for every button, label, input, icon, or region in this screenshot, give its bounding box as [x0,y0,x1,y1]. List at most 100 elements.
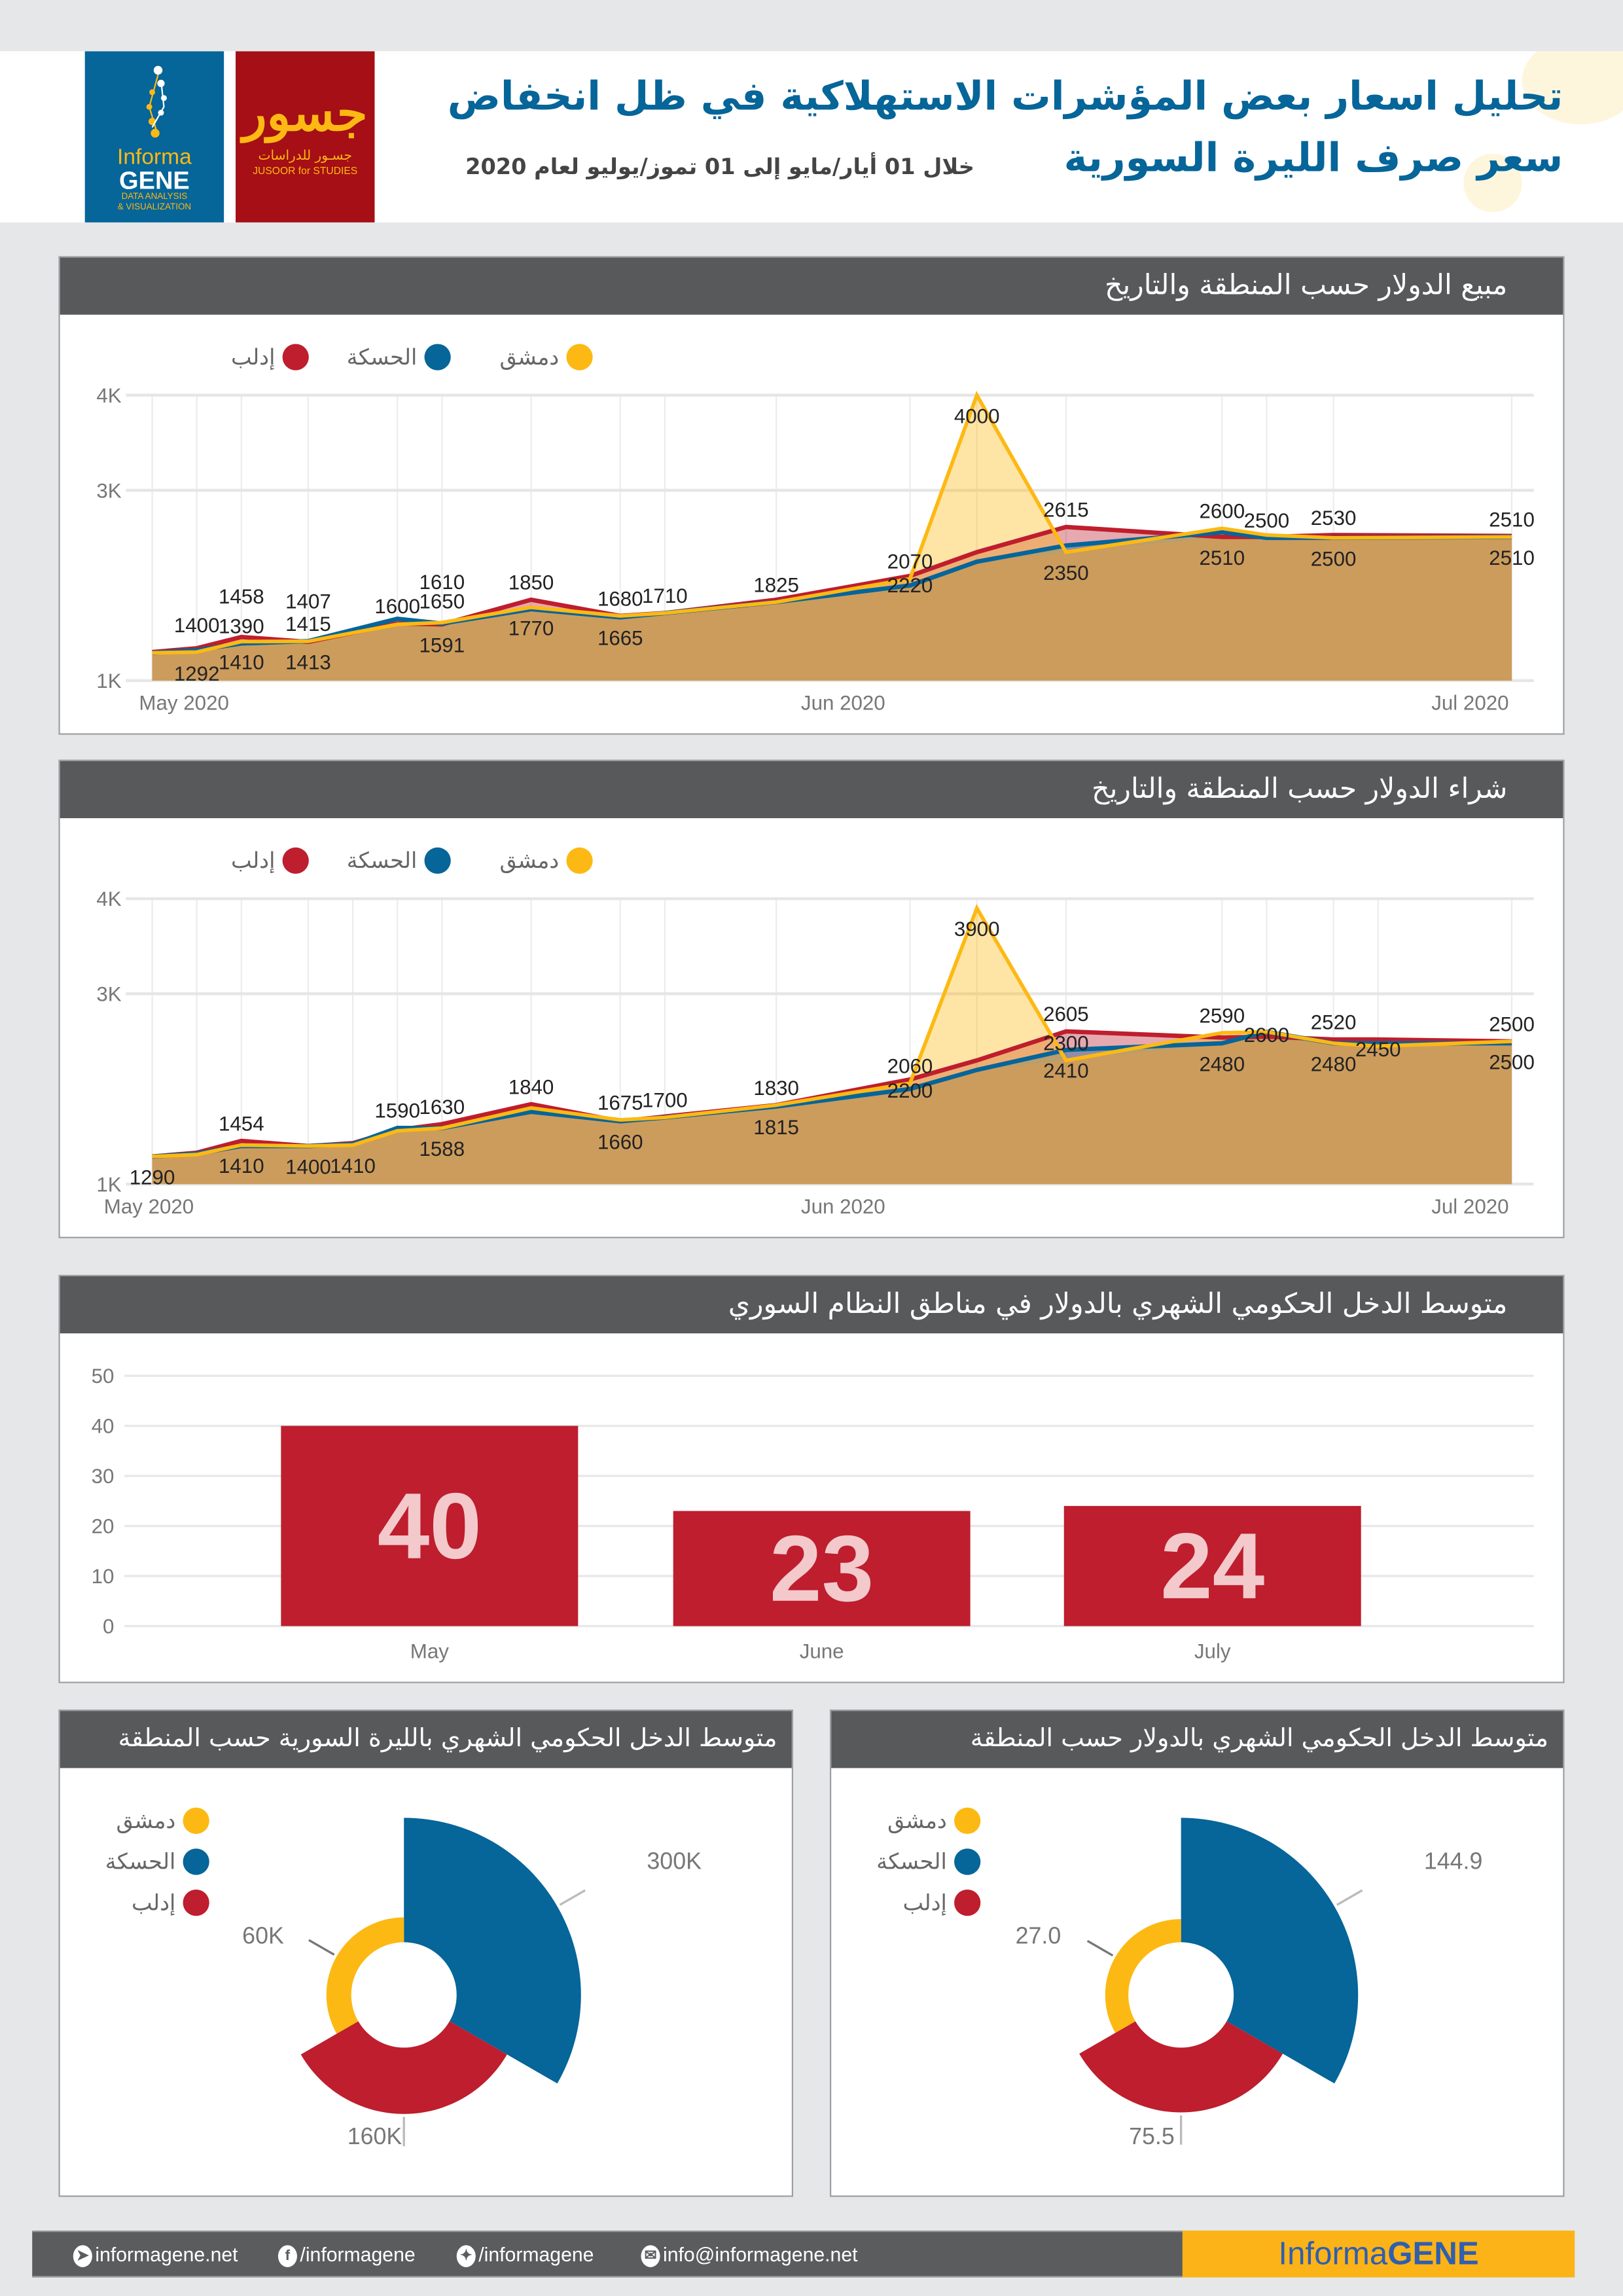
footer-contacts: ➤ informagene.net f/informagene ✦/informa… [32,2231,1183,2278]
twitter-icon: ✦ [456,2245,476,2267]
legend-label: الحسكة [105,1849,176,1874]
website-text: informagene.net [95,2244,238,2266]
informagene-logo: Informa GENE DATA ANALYSIS & VISUALIZATI… [84,51,224,223]
data-label: 2300 [1043,1032,1089,1055]
data-label: 1710 [642,584,688,607]
x-tick-label: Jul 2020 [1431,692,1508,715]
data-label: 2450 [1355,1038,1401,1061]
legend-dot [183,1848,209,1875]
data-label: 2520 [1311,1011,1357,1034]
bar-value-label: 23 [770,1516,874,1621]
data-label: 2600 [1199,500,1245,523]
twitter-link[interactable]: ✦/informagene [456,2232,594,2279]
data-label: 2510 [1489,547,1535,569]
facebook-link[interactable]: f/informagene [277,2232,416,2279]
bar-june [673,1511,971,1626]
y-tick-label: 3K [96,479,121,502]
data-label: 1590 [374,1100,420,1122]
data-label: 1680 [597,587,643,610]
data-label: 3900 [954,918,1000,941]
legend-dot [282,344,309,370]
facebook-icon: f [277,2245,297,2267]
income-syp-donut-title: متوسط الدخل الحكومي الشهري بالليرة السور… [60,1711,792,1768]
twitter-text: /informagene [478,2244,594,2266]
data-label: 1825 [753,573,799,596]
jusoor-logo: جسور جسـور للدراسات JUSOOR for STUDIES [236,51,375,223]
dna-icon [145,65,166,138]
bar-july [1063,1505,1361,1626]
footer-brand: InformaGENE [1182,2231,1575,2278]
label-leader-line [559,1889,586,1906]
data-label: 1413 [285,651,331,673]
x-tick-label: Jun 2020 [801,1195,885,1218]
data-label: 4000 [954,404,1000,427]
donut-slice [1105,1919,1181,2033]
legend-dot [954,1848,981,1875]
legend-label: إدلب [902,1890,946,1916]
y-tick-label: 20 [92,1515,115,1538]
data-label: 2605 [1043,1003,1089,1026]
footer: ➤ informagene.net f/informagene ✦/informa… [32,2231,1575,2278]
data-label: 2510 [1489,509,1535,531]
y-tick-label: 1K [96,1173,121,1196]
data-label: 1400 [174,614,220,637]
legend-label: الحسكة [347,848,418,873]
buy-dollar-chart-panel: شراء الدولار حسب المنطقة والتاريخ 1K 3K 4K… [58,759,1565,1238]
brand-bold: GENE [1387,2234,1479,2272]
data-label: 1850 [508,571,554,594]
data-label: 1410 [219,1155,264,1177]
data-label: 2480 [1199,1052,1245,1075]
income-usd-bar-chart: 0 10 20 30 40 50 40 May 23 June 24 July [92,1365,1534,1663]
slice-value-label: 75.5 [1129,2123,1175,2149]
y-tick-label: 4K [96,888,121,910]
x-tick-label: Jul 2020 [1431,1195,1508,1218]
legend-dot [183,1889,209,1916]
overlap-area [152,1036,1512,1185]
data-label: 1410 [330,1155,376,1177]
donut-slice [1181,1818,1359,2084]
legend-dot [424,847,451,874]
y-tick-label: 4K [96,384,121,407]
data-label: 1700 [642,1089,688,1112]
x-tick-label: June [800,1640,844,1663]
legend-label: دمشق [499,848,559,874]
series-line-2 [152,391,1512,655]
email-link[interactable]: ✉ info@informagene.net [641,2232,858,2279]
data-label: 2500 [1244,509,1290,532]
label-leader-line [1336,1889,1363,1906]
slice-value-label: 27.0 [1016,1923,1061,1949]
data-label: 2220 [887,574,933,597]
logo-text-tagline2: & VISUALIZATION [117,203,192,213]
series-line-2 [152,904,1512,1158]
x-tick-label: May [410,1640,449,1663]
page-subtitle: خلال 01 أيار/مايو إلى 01 تموز/يوليو لعام… [465,153,974,181]
y-tick-label: 10 [92,1565,115,1588]
website-link[interactable]: ➤ informagene.net [73,2232,238,2279]
data-label: 1675 [597,1091,643,1114]
y-tick-label: 1K [96,670,121,692]
sell-dollar-chart-panel: مبيع الدولار حسب المنطقة والتاريخ 1K 3K 4K… [58,256,1565,735]
data-label: 2500 [1489,1013,1535,1035]
data-label: 2615 [1043,498,1089,521]
data-label: 1650 [419,590,465,613]
data-label: 1815 [753,1116,799,1139]
data-label: 1400 [285,1155,331,1178]
donut-slice [300,2021,507,2114]
data-label: 1840 [508,1075,554,1098]
y-tick-label: 3K [96,983,121,1006]
overlap-area [152,537,1512,681]
x-tick-label: Jun 2020 [801,692,885,715]
y-tick-label: 0 [103,1615,114,1638]
legend-dot [424,344,451,370]
legend-label: إدلب [231,848,275,874]
legend-label: دمشق [116,1808,176,1834]
legend-dot [954,1807,981,1835]
email-text: info@informagene.net [663,2244,858,2266]
cursor-icon: ➤ [73,2245,92,2267]
legend-dot [566,847,593,874]
legend-label: الحسكة [876,1849,947,1874]
legend-label: الحسكة [347,344,418,370]
slice-value-label: 160K [348,2123,402,2149]
data-label: 1600 [374,595,420,618]
